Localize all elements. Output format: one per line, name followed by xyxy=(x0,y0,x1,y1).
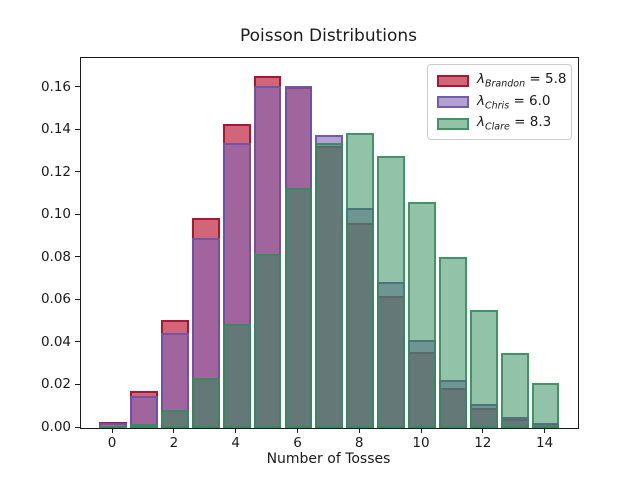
y-tick-label: 0.16 xyxy=(40,78,71,95)
legend-label-chris: λChris = 6.0 xyxy=(477,92,551,112)
x-tick xyxy=(420,428,422,433)
legend-entry-chris: λChris = 6.0 xyxy=(437,93,562,112)
x-tick xyxy=(482,428,484,433)
bar-clare-10 xyxy=(408,201,436,428)
y-tick xyxy=(75,86,80,88)
bar-clare-13 xyxy=(500,352,529,428)
y-tick xyxy=(75,341,80,343)
legend: λBrandon = 5.8 λChris = 6.0 λClare = 8.3 xyxy=(427,64,572,140)
bar-clare-1 xyxy=(130,423,158,428)
y-tick xyxy=(75,426,80,428)
chart-title: Poisson Distributions xyxy=(239,26,418,46)
bar-clare-5 xyxy=(253,254,282,428)
x-tick xyxy=(235,428,237,433)
y-tick-label: 0.04 xyxy=(40,333,71,350)
x-tick-label: 8 xyxy=(354,435,364,451)
y-tick xyxy=(75,213,80,215)
bar-clare-3 xyxy=(191,377,220,428)
y-tick-label: 0.06 xyxy=(40,291,71,308)
y-tick xyxy=(75,383,80,385)
x-tick-label: 12 xyxy=(474,435,492,451)
y-tick-label: 0.08 xyxy=(40,248,71,265)
x-tick xyxy=(297,428,298,433)
legend-entry-clare: λClare = 8.3 xyxy=(437,114,562,133)
y-tick-label: 0.10 xyxy=(40,206,71,223)
y-tick xyxy=(75,256,80,258)
bar-clare-9 xyxy=(377,155,405,428)
bar-clare-11 xyxy=(439,257,467,428)
bar-clare-12 xyxy=(469,309,498,428)
bar-clare-2 xyxy=(161,409,189,428)
legend-entry-brandon: λBrandon = 5.8 xyxy=(437,71,567,90)
bar-clare-7 xyxy=(315,143,344,428)
bar-clare-0 xyxy=(99,426,127,428)
x-tick-label: 6 xyxy=(293,435,302,451)
x-tick xyxy=(544,428,546,433)
x-tick-label: 4 xyxy=(231,435,240,451)
legend-patch-brandon xyxy=(437,74,469,87)
x-tick-label: 10 xyxy=(412,435,430,451)
legend-label-clare: λClare = 8.3 xyxy=(477,114,552,133)
legend-patch-chris xyxy=(437,96,469,108)
y-tick-label: 0.00 xyxy=(40,419,71,435)
x-tick-label: 2 xyxy=(169,435,179,451)
y-tick xyxy=(75,171,80,173)
y-tick xyxy=(75,128,80,130)
bar-clare-14 xyxy=(531,383,560,428)
x-tick-label: 0 xyxy=(107,435,117,451)
x-tick xyxy=(358,428,360,433)
x-tick xyxy=(111,428,113,433)
legend-patch-clare xyxy=(437,117,469,130)
legend-label-brandon: λBrandon = 5.8 xyxy=(477,71,567,90)
x-axis-label: Number of Tosses xyxy=(266,451,391,467)
x-tick-label: 14 xyxy=(536,435,554,451)
bar-clare-8 xyxy=(346,132,375,428)
y-tick-label: 0.12 xyxy=(40,163,71,180)
y-tick xyxy=(75,298,80,300)
y-tick-label: 0.02 xyxy=(40,376,71,393)
bar-clare-4 xyxy=(222,323,251,428)
x-tick xyxy=(173,428,175,433)
y-tick-label: 0.14 xyxy=(40,121,71,138)
bar-clare-6 xyxy=(284,188,313,428)
